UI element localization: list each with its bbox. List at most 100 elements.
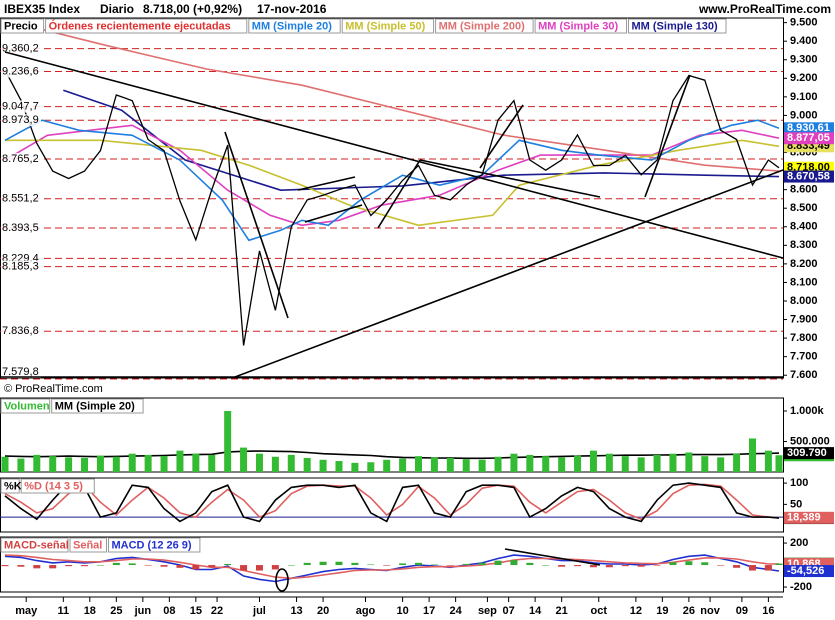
bar xyxy=(319,561,327,566)
bar xyxy=(605,453,613,472)
y-tick-label: 9.200 xyxy=(790,72,818,84)
legend-label: MM (Simple 130) xyxy=(632,20,719,32)
x-tick-label: 25 xyxy=(110,605,122,617)
bar xyxy=(65,457,73,472)
legend-label: Señal xyxy=(73,539,102,551)
x-tick-label: 12 xyxy=(630,605,642,617)
support-label: 9.047,7 xyxy=(2,100,39,112)
bar xyxy=(764,450,772,472)
bar xyxy=(526,562,534,566)
x-tick-label: 18 xyxy=(84,605,96,617)
y-tick-label: 7.900 xyxy=(790,313,818,325)
value-box-label: 8.670,58 xyxy=(787,170,830,182)
series-line xyxy=(4,482,780,523)
bar xyxy=(701,562,709,566)
y-tick-label: 500.000 xyxy=(790,435,830,447)
bar xyxy=(1,565,9,567)
support-label-bg xyxy=(1,192,41,205)
highlight xyxy=(275,568,289,592)
support-label-bg xyxy=(1,366,41,378)
value-box xyxy=(784,565,834,578)
bar xyxy=(542,565,550,566)
bar xyxy=(17,565,25,567)
bar xyxy=(351,462,359,472)
bar xyxy=(685,452,693,472)
bar xyxy=(96,455,104,472)
value-box-label: 8.930,61 xyxy=(787,122,830,134)
bar xyxy=(255,565,263,571)
bar xyxy=(748,438,756,472)
trend-lines xyxy=(0,51,784,592)
bar xyxy=(112,562,120,566)
bar xyxy=(128,453,136,472)
y-tick-label: 100 xyxy=(790,477,808,489)
bar xyxy=(446,565,454,566)
y-tick-label: 8.300 xyxy=(790,239,818,251)
value-box xyxy=(784,447,834,460)
trend-line xyxy=(224,131,289,319)
legend-box xyxy=(248,18,341,34)
x-tick-label: 09 xyxy=(736,605,748,617)
bar xyxy=(112,456,120,472)
bar xyxy=(383,459,391,472)
bar xyxy=(81,565,89,567)
legend-box xyxy=(0,537,69,553)
series-line xyxy=(4,119,780,242)
bar xyxy=(287,454,295,472)
y-tick-label: 50 xyxy=(790,498,802,510)
support-label-bg xyxy=(1,221,41,234)
x-tick-label: oct xyxy=(591,605,608,617)
legend-box xyxy=(108,537,201,553)
x-tick-label: 22 xyxy=(211,605,223,617)
bar xyxy=(589,450,597,472)
legend-box xyxy=(628,18,727,34)
bar xyxy=(446,457,454,472)
bar xyxy=(144,565,152,566)
bar xyxy=(287,565,295,566)
bar xyxy=(208,565,216,568)
panel-frame xyxy=(0,17,784,379)
bar xyxy=(224,563,232,566)
support-label: 8.393,5 xyxy=(2,222,39,234)
bar xyxy=(192,453,200,472)
legend-box xyxy=(0,18,45,34)
support-label-bg xyxy=(1,100,41,113)
y-tick-label: 8.400 xyxy=(790,221,818,233)
bar xyxy=(717,457,725,472)
y-tick-label: 8.200 xyxy=(790,258,818,270)
y-tick-label: 8.600 xyxy=(790,184,818,196)
bar xyxy=(621,565,629,567)
series-line xyxy=(4,483,780,521)
support-label-bg xyxy=(1,65,41,78)
bar xyxy=(49,565,57,569)
x-tick-label: jul xyxy=(252,605,266,617)
y-tick-label: 7.800 xyxy=(790,332,818,344)
y-tick-label: 1.000k xyxy=(790,405,825,417)
legend-label: MM (Simple 50) xyxy=(345,20,425,32)
bar xyxy=(33,454,41,472)
series-line xyxy=(5,139,780,227)
x-tick-label: nov xyxy=(700,605,720,617)
bar xyxy=(1,456,9,472)
bar xyxy=(399,563,407,566)
trend-line xyxy=(479,104,524,169)
bar xyxy=(65,565,73,567)
bar xyxy=(303,562,311,566)
y-tick-label: 9.100 xyxy=(790,91,818,103)
series-line xyxy=(4,554,780,580)
last-price: 8.718,00 (+0,92%) xyxy=(143,2,242,16)
support-label-bg xyxy=(1,42,41,55)
legend-box xyxy=(20,478,95,494)
bar xyxy=(748,565,756,571)
legend-label: MACD-señal xyxy=(4,539,69,551)
legend-box xyxy=(45,18,248,34)
panel-frame xyxy=(0,397,784,473)
legend-label: %K xyxy=(4,480,22,492)
x-tick-label: 16 xyxy=(762,605,774,617)
bar xyxy=(335,561,343,566)
date: 17-nov-2016 xyxy=(257,2,327,16)
bar xyxy=(510,560,518,566)
x-tick-label: 26 xyxy=(683,605,695,617)
bar xyxy=(128,563,136,566)
bar xyxy=(542,456,550,472)
